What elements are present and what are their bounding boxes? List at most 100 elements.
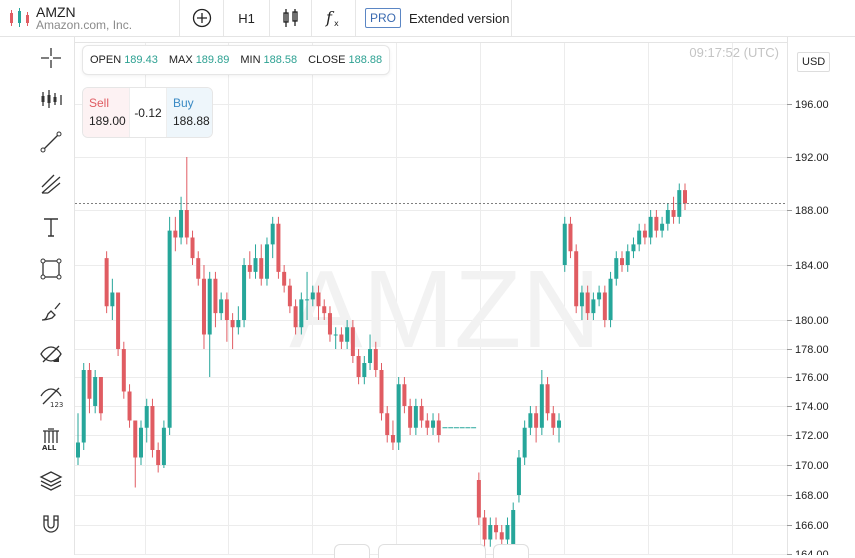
candle-body [327, 313, 332, 335]
candle-body [293, 306, 298, 328]
candle-body [247, 265, 252, 272]
candle-body [179, 210, 184, 238]
candle-body [545, 384, 550, 414]
price-tick-label: 172.00 [795, 430, 829, 442]
symbol-selector[interactable]: AMZN Amazon.com, Inc. [0, 0, 180, 36]
price-tick-label: 196.00 [795, 99, 829, 111]
hide-drawings-tool[interactable] [36, 339, 66, 369]
candle-body [173, 230, 178, 238]
price-tick-label: 178.00 [795, 344, 829, 356]
pitchfork-icon [41, 174, 61, 194]
candle-body [127, 391, 132, 421]
sell-button[interactable]: Sell 189.00 [83, 88, 129, 137]
max-label: MAX [168, 54, 193, 66]
currency-button[interactable]: USD [797, 52, 831, 72]
chart-type-button[interactable] [270, 0, 312, 36]
extended-version-link[interactable]: PRO Extended version [356, 0, 512, 36]
magnet-icon [43, 515, 59, 533]
price-tick-label: 176.00 [795, 372, 829, 384]
candle-body [625, 251, 630, 265]
text-tool[interactable] [36, 212, 66, 242]
range-selector[interactable] [378, 544, 486, 558]
brush-tool[interactable] [36, 297, 66, 327]
candle-body [350, 327, 355, 356]
magnet-tool[interactable] [36, 509, 66, 539]
symbol-ticker: AMZN [36, 3, 76, 20]
spread-value: -0.12 [129, 88, 167, 137]
candle-body [390, 435, 395, 443]
candle-body [683, 190, 687, 204]
eye-slash-icon [40, 345, 62, 363]
candle-body [116, 292, 121, 349]
candle-body [476, 480, 481, 518]
hide-indicators-tool[interactable]: 123 [36, 382, 66, 412]
svg-text:ALL: ALL [42, 444, 57, 451]
candle-body [436, 420, 441, 435]
candle-body [213, 278, 218, 314]
buy-button[interactable]: Buy 188.88 [167, 88, 212, 137]
clock-readout: 09:17:52 (UTC) [689, 45, 779, 60]
candle-body [287, 285, 292, 307]
candle-body [522, 427, 527, 458]
crosshair-tool[interactable] [36, 43, 66, 73]
indicator-tool[interactable] [36, 84, 66, 114]
candle-body [345, 327, 350, 342]
drawing-toolbar: 123 ALL [0, 37, 75, 555]
brush-icon [41, 302, 61, 321]
candle-body [190, 237, 195, 259]
scroll-right-button[interactable] [493, 544, 529, 558]
fib-tool[interactable] [36, 169, 66, 199]
scroll-left-button[interactable] [334, 544, 370, 558]
candle-body [591, 299, 596, 314]
min-label: MIN [240, 54, 261, 66]
candle-body [614, 258, 619, 279]
price-tick-label: 188.00 [795, 205, 829, 217]
trend-line-icon [40, 131, 62, 153]
add-indicator-button[interactable] [180, 0, 224, 36]
candle-body [408, 406, 413, 428]
candle-body [270, 223, 275, 245]
candle-body [184, 210, 189, 238]
price-tick-label: 192.00 [795, 152, 829, 164]
candle-body [516, 457, 521, 495]
candle-body [299, 299, 304, 328]
trash-all-icon: ALL [42, 428, 59, 451]
candle-body [396, 384, 401, 443]
candles-logo-icon [10, 8, 29, 27]
candle-body [499, 532, 504, 540]
price-tick-label: 166.00 [795, 520, 829, 532]
candle-body [671, 210, 676, 217]
candle-body [551, 413, 556, 428]
delete-all-tool[interactable]: ALL [36, 424, 66, 454]
candle-body [534, 413, 539, 428]
candle-body [219, 299, 224, 314]
candle-body [161, 427, 166, 465]
candle-body [660, 223, 665, 231]
pro-badge: PRO [365, 8, 402, 28]
timeframe-button[interactable]: H1 [224, 0, 270, 36]
candle-body [133, 420, 138, 458]
candle-body [282, 271, 287, 286]
trade-widget: Sell 189.00 -0.12 Buy 188.88 [82, 87, 213, 138]
rectangle-tool[interactable] [36, 254, 66, 284]
candle-body [121, 349, 126, 392]
candle-body [368, 349, 373, 363]
rectangle-icon [40, 258, 62, 280]
price-axis: 196.00 192.00 188.00 184.00 180.00 178.00 176.… [787, 99, 829, 555]
candle-body [236, 320, 241, 328]
candles-group [76, 157, 687, 554]
trend-line-tool[interactable] [36, 127, 66, 157]
candle-body [648, 216, 653, 238]
price-chart[interactable]: AMZN 196.00 192.00 188.00 184.00 180.00 178.0… [75, 37, 855, 558]
layers-tool[interactable] [36, 466, 66, 496]
candle-body [224, 299, 229, 320]
candle-body [322, 306, 327, 314]
candle-body [642, 230, 647, 238]
price-tick-label: 168.00 [795, 490, 829, 502]
price-tick-label: 164.00 [795, 549, 829, 555]
candle-body [316, 292, 321, 307]
candle-body [579, 292, 584, 307]
